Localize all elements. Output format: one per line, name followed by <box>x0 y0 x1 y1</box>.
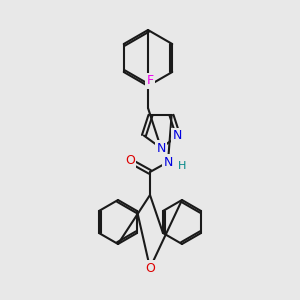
Text: H: H <box>178 161 186 171</box>
Text: O: O <box>145 262 155 275</box>
Text: F: F <box>146 74 154 88</box>
Text: O: O <box>125 154 135 167</box>
Text: N: N <box>156 142 166 154</box>
Text: N: N <box>163 155 173 169</box>
Text: N: N <box>172 129 182 142</box>
